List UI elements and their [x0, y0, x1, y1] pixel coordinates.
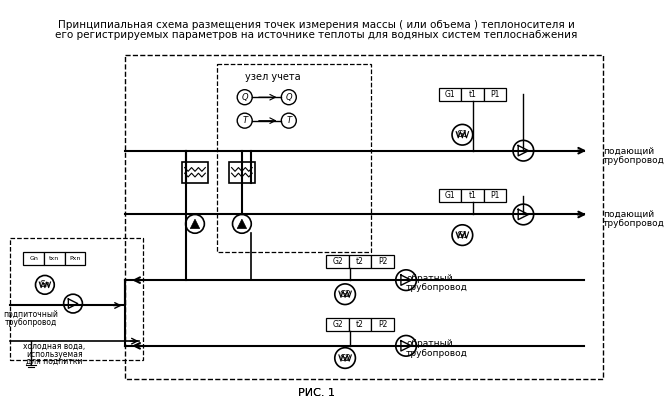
Circle shape — [513, 204, 534, 225]
Text: G1: G1 — [456, 130, 468, 139]
Text: трубопровод: трубопровод — [406, 349, 468, 358]
Text: обратный: обратный — [406, 339, 453, 348]
Text: трубопровод: трубопровод — [406, 283, 468, 292]
Circle shape — [513, 140, 534, 161]
Text: Gn: Gn — [29, 256, 38, 261]
Text: G1: G1 — [456, 230, 468, 240]
Bar — [44, 252, 65, 265]
Text: Pxn: Pxn — [69, 256, 81, 261]
Bar — [10, 238, 144, 360]
Circle shape — [63, 294, 82, 313]
Bar — [216, 64, 371, 252]
Text: G1: G1 — [445, 191, 456, 200]
Circle shape — [35, 275, 54, 294]
Bar — [371, 255, 394, 268]
Text: его регистрируемых параметров на источнике теплоты для водяных систем теплоснабж: его регистрируемых параметров на источни… — [55, 30, 577, 40]
Polygon shape — [237, 219, 246, 228]
Text: подающий: подающий — [603, 147, 654, 156]
Circle shape — [395, 270, 416, 290]
Text: t2: t2 — [356, 320, 364, 329]
Circle shape — [335, 284, 355, 304]
Text: t1: t1 — [469, 191, 477, 200]
Text: используемая: используемая — [26, 350, 83, 359]
Bar — [23, 252, 44, 265]
Text: узел учета: узел учета — [245, 71, 301, 81]
Bar — [484, 189, 506, 202]
Circle shape — [237, 113, 253, 128]
Text: G1: G1 — [445, 90, 456, 99]
Text: G2: G2 — [332, 320, 343, 329]
Text: P2: P2 — [378, 257, 387, 266]
Text: подающий: подающий — [603, 210, 654, 219]
Text: Q: Q — [285, 93, 292, 102]
Text: T: T — [287, 116, 291, 125]
Bar — [484, 88, 506, 101]
Text: t1: t1 — [469, 90, 477, 99]
Text: G2: G2 — [339, 354, 351, 363]
Bar — [462, 189, 484, 202]
Circle shape — [281, 90, 297, 105]
Text: P2: P2 — [378, 320, 387, 329]
Text: txn: txn — [49, 256, 59, 261]
Text: T: T — [242, 116, 247, 125]
Text: холодная вода,: холодная вода, — [23, 342, 86, 351]
Bar — [182, 162, 208, 183]
Circle shape — [281, 113, 297, 128]
Bar — [65, 252, 86, 265]
Circle shape — [452, 225, 473, 245]
Text: Gn: Gn — [39, 280, 50, 290]
Bar — [228, 162, 255, 183]
Circle shape — [335, 348, 355, 368]
Text: G2: G2 — [332, 257, 343, 266]
Text: трубопровод: трубопровод — [603, 156, 665, 165]
Text: РИС. 1: РИС. 1 — [297, 388, 335, 398]
Bar — [462, 88, 484, 101]
Bar — [125, 55, 603, 379]
Text: Принципиальная схема размещения точек измерения массы ( или объема ) теплоносите: Принципиальная схема размещения точек из… — [57, 20, 574, 30]
Bar — [349, 255, 371, 268]
Bar — [371, 318, 394, 331]
Circle shape — [452, 124, 473, 145]
Bar — [439, 189, 462, 202]
Text: t2: t2 — [356, 257, 364, 266]
Text: Q: Q — [241, 93, 248, 102]
Text: P1: P1 — [490, 90, 500, 99]
Text: G2: G2 — [339, 290, 351, 299]
Polygon shape — [190, 219, 200, 228]
Circle shape — [237, 90, 253, 105]
Circle shape — [186, 214, 204, 233]
Circle shape — [395, 335, 416, 356]
Bar — [349, 318, 371, 331]
Text: подпиточный: подпиточный — [3, 310, 58, 319]
Bar — [439, 88, 462, 101]
Bar — [327, 318, 349, 331]
Text: для подпитки: для подпитки — [26, 357, 83, 366]
Text: трубопровод: трубопровод — [5, 318, 57, 327]
Text: P1: P1 — [490, 191, 500, 200]
Text: трубопровод: трубопровод — [603, 219, 665, 228]
Text: РИС. 1: РИС. 1 — [297, 388, 335, 398]
Bar — [327, 255, 349, 268]
Text: обратный: обратный — [406, 273, 453, 282]
Circle shape — [232, 214, 251, 233]
